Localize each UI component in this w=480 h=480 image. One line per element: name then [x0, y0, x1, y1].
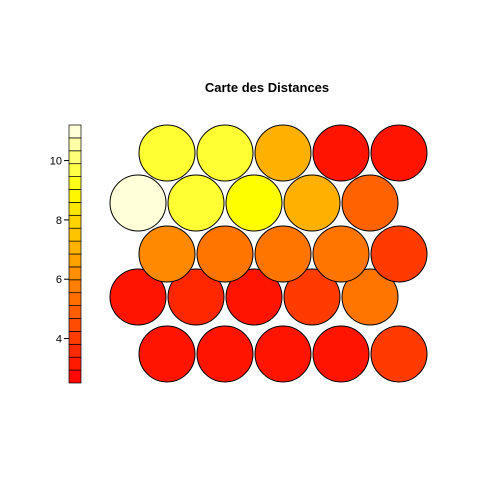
hex-cell	[109, 268, 167, 326]
hex-cell	[254, 225, 312, 283]
colorbar-swatch	[68, 292, 82, 306]
hex-cell	[370, 325, 428, 383]
colorbar-swatch	[68, 189, 82, 203]
colorbar-swatch	[68, 305, 82, 319]
colorbar-swatch	[68, 356, 82, 371]
colorbar-tick-label: 8	[56, 215, 62, 227]
hex-cells	[109, 124, 428, 383]
hex-cell	[138, 225, 196, 283]
hex-cell	[138, 124, 196, 182]
hex-cell	[283, 174, 341, 232]
hex-cell	[312, 225, 370, 283]
hex-cell	[196, 325, 254, 383]
hex-cell	[109, 174, 167, 232]
colorbar-swatch	[68, 202, 82, 216]
colorbar-swatch	[68, 318, 82, 332]
colorbar-tick-label: 4	[56, 334, 62, 346]
colorbar-swatch	[68, 240, 82, 255]
hex-cell	[254, 124, 312, 182]
hex-cell	[225, 174, 283, 232]
colorbar-swatch	[68, 214, 82, 229]
colorbar-swatch	[68, 331, 82, 345]
hex-cell	[370, 124, 428, 182]
hex-cell	[283, 268, 341, 326]
hex-cell	[225, 268, 283, 326]
colorbar-swatch	[68, 253, 82, 268]
colorbar-swatch	[68, 227, 82, 242]
colorbar-tick-label: 6	[56, 274, 62, 286]
hex-cell	[167, 174, 225, 232]
colorbar-swatch	[68, 369, 82, 384]
colorbar-swatch	[68, 150, 82, 165]
colorbar-swatch	[68, 343, 82, 358]
hex-cell	[312, 124, 370, 182]
colorbar-swatch	[68, 124, 82, 139]
hex-cell	[341, 268, 399, 326]
colorbar-swatch	[68, 279, 82, 294]
hex-cell	[167, 268, 225, 326]
colorbar-swatch	[68, 176, 82, 190]
colorbar-swatch	[68, 137, 82, 152]
hex-cell	[312, 325, 370, 383]
hex-cell	[341, 174, 399, 232]
hex-cell	[254, 325, 312, 383]
colorbar-tick-label: 10	[50, 156, 62, 168]
hex-cell	[138, 325, 196, 383]
hex-cell	[196, 225, 254, 283]
hex-cell	[196, 124, 254, 182]
hex-cell	[370, 225, 428, 283]
chart-title: Carte des Distances	[205, 80, 329, 95]
colorbar-swatch	[68, 163, 82, 177]
colorbar: 4 6 8 10	[50, 124, 82, 384]
colorbar-swatch	[68, 266, 82, 281]
